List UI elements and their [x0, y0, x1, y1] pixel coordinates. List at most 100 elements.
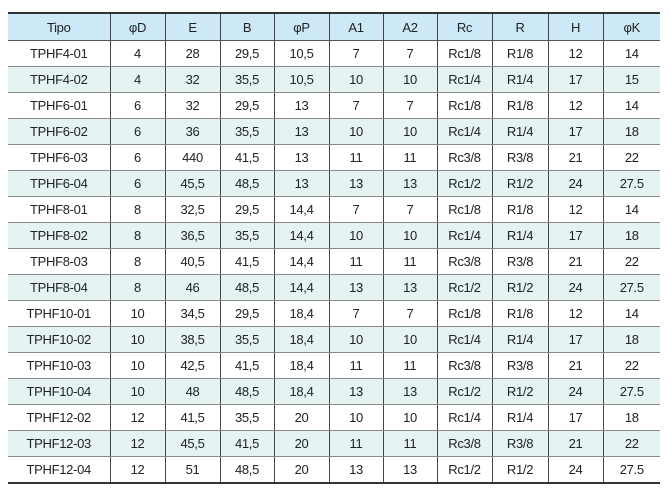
cell-a2: 7: [382, 92, 437, 119]
cell-e: 51: [164, 456, 220, 483]
cell-b: 48,5: [219, 378, 274, 405]
cell-b: 48,5: [219, 170, 274, 197]
cell-a2: 7: [382, 40, 437, 67]
cell-phi-d: 8: [109, 196, 165, 223]
cell-e: 40,5: [164, 248, 220, 275]
cell-phi-p: 20: [273, 430, 329, 457]
cell-a2: 13: [382, 456, 437, 483]
cell-a2: 11: [382, 248, 437, 275]
table-row: TPHF10-04 10 48 48,5 18,4 13 13 Rc1/2 R1/2 24 27.5: [8, 378, 660, 405]
table-row: TPHF6-03 6 440 41,5 13 11 11 Rc3/8 R3/8 21 22: [8, 144, 660, 171]
cell-e: 28: [164, 40, 220, 67]
cell-phi-p: 18,4: [273, 326, 329, 353]
cell-a1: 13: [328, 170, 383, 197]
cell-rc: Rc3/8: [436, 248, 492, 275]
cell-r: R1/8: [491, 196, 548, 223]
cell-rc: Rc3/8: [436, 144, 492, 171]
cell-tipo: TPHF10-03: [8, 352, 110, 379]
cell-tipo: TPHF4-02: [8, 66, 110, 93]
cell-a1: 11: [328, 248, 383, 275]
cell-h: 21: [547, 430, 603, 457]
cell-phi-p: 13: [273, 118, 329, 145]
cell-h: 24: [547, 170, 603, 197]
cell-a2: 7: [382, 300, 437, 327]
cell-phi-k: 15: [602, 66, 660, 93]
cell-phi-k: 22: [602, 144, 660, 171]
table-row: TPHF8-04 8 46 48,5 14,4 13 13 Rc1/2 R1/2 24 27.5: [8, 274, 660, 301]
cell-rc: Rc1/4: [436, 326, 492, 353]
cell-r: R1/2: [491, 170, 548, 197]
column-header-rc: Rc: [436, 13, 492, 41]
cell-phi-p: 10,5: [273, 66, 329, 93]
cell-rc: Rc1/4: [436, 404, 492, 431]
cell-phi-d: 12: [109, 456, 165, 483]
cell-tipo: TPHF6-02: [8, 118, 110, 145]
cell-b: 41,5: [219, 248, 274, 275]
cell-phi-d: 8: [109, 222, 165, 249]
cell-r: R1/8: [491, 300, 548, 327]
cell-e: 38,5: [164, 326, 220, 353]
cell-phi-k: 14: [602, 40, 660, 67]
cell-phi-k: 27.5: [602, 378, 660, 405]
cell-phi-d: 10: [109, 352, 165, 379]
cell-r: R1/4: [491, 404, 548, 431]
column-header-h: H: [547, 13, 603, 41]
cell-e: 440: [164, 144, 220, 171]
cell-a1: 10: [328, 66, 383, 93]
cell-r: R1/4: [491, 326, 548, 353]
cell-rc: Rc1/8: [436, 300, 492, 327]
cell-phi-d: 6: [109, 118, 165, 145]
cell-r: R1/4: [491, 118, 548, 145]
cell-phi-k: 22: [602, 352, 660, 379]
cell-a1: 10: [328, 326, 383, 353]
cell-phi-d: 10: [109, 300, 165, 327]
cell-e: 46: [164, 274, 220, 301]
column-header-b: B: [219, 13, 274, 41]
cell-a1: 10: [328, 118, 383, 145]
column-header-a2: A2: [382, 13, 437, 41]
cell-phi-p: 20: [273, 456, 329, 483]
cell-b: 29,5: [219, 300, 274, 327]
cell-a2: 13: [382, 170, 437, 197]
cell-b: 35,5: [219, 222, 274, 249]
table-row: TPHF8-03 8 40,5 41,5 14,4 11 11 Rc3/8 R3/8 21 22: [8, 248, 660, 275]
cell-phi-p: 10,5: [273, 40, 329, 67]
cell-phi-k: 18: [602, 404, 660, 431]
cell-rc: Rc3/8: [436, 352, 492, 379]
cell-phi-k: 22: [602, 248, 660, 275]
cell-tipo: TPHF8-03: [8, 248, 110, 275]
cell-rc: Rc3/8: [436, 430, 492, 457]
cell-h: 17: [547, 66, 603, 93]
table-row: TPHF10-03 10 42,5 41,5 18,4 11 11 Rc3/8 R3/8 21 22: [8, 352, 660, 379]
cell-phi-d: 12: [109, 404, 165, 431]
cell-rc: Rc1/4: [436, 118, 492, 145]
cell-phi-p: 13: [273, 170, 329, 197]
cell-tipo: TPHF12-03: [8, 430, 110, 457]
cell-phi-k: 14: [602, 92, 660, 119]
column-header-tipo: Tipo: [8, 13, 110, 41]
cell-r: R3/8: [491, 352, 548, 379]
cell-phi-d: 6: [109, 170, 165, 197]
cell-a1: 11: [328, 144, 383, 171]
cell-h: 17: [547, 118, 603, 145]
table-row: TPHF6-04 6 45,5 48,5 13 13 13 Rc1/2 R1/2 24 27.5: [8, 170, 660, 197]
cell-h: 17: [547, 326, 603, 353]
cell-rc: Rc1/8: [436, 92, 492, 119]
cell-phi-d: 8: [109, 274, 165, 301]
cell-a1: 7: [328, 196, 383, 223]
cell-b: 41,5: [219, 430, 274, 457]
cell-b: 35,5: [219, 66, 274, 93]
table-row: TPHF8-01 8 32,5 29,5 14,4 7 7 Rc1/8 R1/8 12 14: [8, 196, 660, 223]
cell-b: 35,5: [219, 404, 274, 431]
cell-r: R3/8: [491, 144, 548, 171]
cell-a2: 13: [382, 274, 437, 301]
cell-phi-p: 20: [273, 404, 329, 431]
cell-tipo: TPHF6-01: [8, 92, 110, 119]
column-header-phi-d: φD: [109, 13, 165, 41]
cell-a2: 11: [382, 352, 437, 379]
cell-e: 36,5: [164, 222, 220, 249]
cell-r: R1/4: [491, 222, 548, 249]
cell-b: 41,5: [219, 144, 274, 171]
table-row: TPHF12-02 12 41,5 35,5 20 10 10 Rc1/4 R1/4 17 18: [8, 404, 660, 431]
table-row: TPHF4-01 4 28 29,5 10,5 7 7 Rc1/8 R1/8 12 14: [8, 40, 660, 67]
